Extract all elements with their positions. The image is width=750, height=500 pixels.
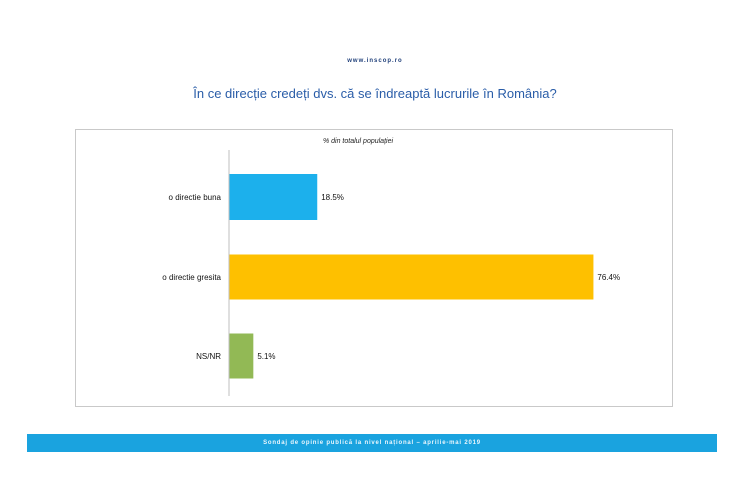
value-label-0: 18.5% [321, 193, 344, 202]
bar-0 [229, 174, 317, 220]
category-label-0: o directie buna [169, 193, 222, 202]
footer-text: Sondaj de opinie publică la nivel națion… [27, 434, 717, 452]
chart-subtitle: % din totalul populației [323, 138, 393, 145]
bar-2 [229, 334, 253, 379]
chart-title: În ce direcție credeți dvs. că se îndrea… [0, 86, 750, 101]
category-label-1: o directie gresita [162, 273, 221, 282]
chart-frame: % din totalul populației o directie buna… [75, 129, 673, 407]
footer-bar: Sondaj de opinie publică la nivel națion… [27, 434, 717, 452]
value-label-1: 76.4% [597, 273, 620, 282]
value-label-2: 5.1% [257, 352, 275, 361]
site-url[interactable]: www.inscop.ro [0, 58, 750, 64]
bar-chart: % din totalul populației o directie buna… [76, 130, 672, 406]
bar-1 [229, 255, 593, 300]
category-label-2: NS/NR [196, 352, 221, 361]
